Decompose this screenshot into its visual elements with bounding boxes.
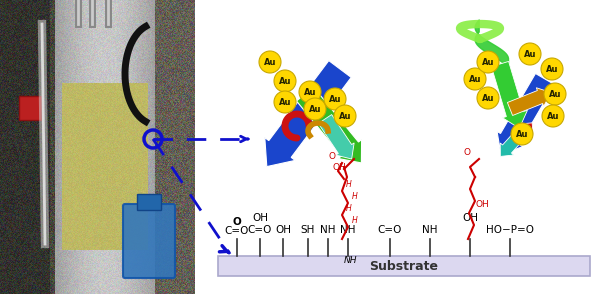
Text: Au: Au xyxy=(549,89,561,98)
Circle shape xyxy=(304,98,326,120)
FancyArrow shape xyxy=(500,125,529,156)
FancyBboxPatch shape xyxy=(123,204,175,278)
Text: Au: Au xyxy=(547,111,559,121)
Text: H: H xyxy=(346,180,352,189)
FancyBboxPatch shape xyxy=(19,96,41,120)
Text: O: O xyxy=(464,148,470,157)
FancyBboxPatch shape xyxy=(195,0,600,294)
Text: C=O: C=O xyxy=(225,226,249,236)
Circle shape xyxy=(519,43,541,65)
Text: NH: NH xyxy=(422,225,438,235)
Circle shape xyxy=(542,105,564,127)
Text: Au: Au xyxy=(524,49,536,59)
Circle shape xyxy=(511,123,533,145)
FancyArrow shape xyxy=(296,87,362,163)
FancyBboxPatch shape xyxy=(137,194,161,210)
Text: H: H xyxy=(352,192,358,201)
Circle shape xyxy=(324,88,346,110)
Text: O: O xyxy=(329,152,335,161)
Text: NH: NH xyxy=(320,225,336,235)
Text: Au: Au xyxy=(279,98,291,106)
Text: SH: SH xyxy=(301,225,315,235)
Text: Au: Au xyxy=(279,76,291,86)
Text: Au: Au xyxy=(339,111,351,121)
Text: Substrate: Substrate xyxy=(370,260,439,273)
Text: Au: Au xyxy=(516,129,528,138)
Circle shape xyxy=(274,91,296,113)
Text: C=O: C=O xyxy=(378,225,402,235)
Circle shape xyxy=(544,83,566,105)
Text: H: H xyxy=(346,204,352,213)
Circle shape xyxy=(299,81,321,103)
Text: Au: Au xyxy=(482,58,494,66)
Text: Au: Au xyxy=(304,88,316,96)
FancyArrow shape xyxy=(512,123,533,145)
Text: Au: Au xyxy=(482,93,494,103)
Circle shape xyxy=(259,51,281,73)
Text: NH: NH xyxy=(343,256,357,265)
Text: OH: OH xyxy=(476,200,490,209)
Text: HO−P=O: HO−P=O xyxy=(486,225,534,235)
FancyArrow shape xyxy=(491,61,527,128)
Circle shape xyxy=(541,58,563,80)
Text: OH: OH xyxy=(252,213,268,223)
Text: H: H xyxy=(352,216,358,225)
FancyArrow shape xyxy=(497,74,554,155)
Text: C=O: C=O xyxy=(248,225,272,235)
FancyArrow shape xyxy=(319,115,354,159)
Text: Au: Au xyxy=(546,64,558,74)
Text: O: O xyxy=(233,217,241,227)
FancyArrow shape xyxy=(265,61,351,167)
Circle shape xyxy=(274,70,296,92)
Text: OH: OH xyxy=(275,225,291,235)
Circle shape xyxy=(477,51,499,73)
FancyBboxPatch shape xyxy=(218,256,590,276)
Text: Au: Au xyxy=(329,94,341,103)
Circle shape xyxy=(464,68,486,90)
Text: Au: Au xyxy=(264,58,276,66)
Circle shape xyxy=(334,105,356,127)
Text: Au: Au xyxy=(309,104,321,113)
FancyArrow shape xyxy=(508,88,551,116)
Text: OH: OH xyxy=(332,163,346,172)
Text: Au: Au xyxy=(469,74,481,83)
Circle shape xyxy=(477,87,499,109)
Text: OH: OH xyxy=(462,213,478,223)
Text: NH: NH xyxy=(340,225,356,235)
